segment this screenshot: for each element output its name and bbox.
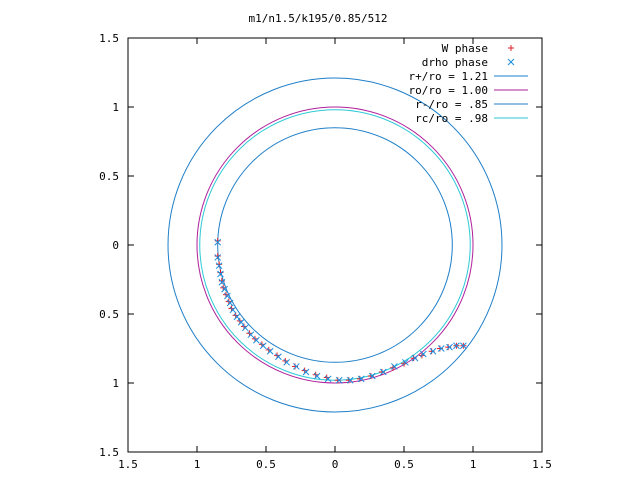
- y-tick-label: 0.5: [99, 308, 119, 321]
- drho-phase-point: [446, 343, 453, 351]
- drho-phase-point: [247, 331, 255, 339]
- y-tick-label: 0: [112, 239, 119, 252]
- w-phase-point: [436, 345, 443, 352]
- drho-phase-point: [217, 270, 224, 278]
- w-phase-point: [291, 363, 298, 370]
- circle-r: [217, 127, 453, 363]
- drho-phase-point: [283, 358, 291, 366]
- w-phase-point: [428, 348, 435, 355]
- drho-phase-point: [214, 254, 222, 261]
- w-phase-point: [217, 269, 224, 276]
- x-tick-label: 1.5: [118, 458, 138, 471]
- legend-label: W phase: [442, 42, 488, 55]
- legend-label: r-/ro = .85: [415, 98, 488, 111]
- w-phase-point: [367, 373, 374, 380]
- circle-ro: [196, 106, 474, 384]
- w-phase-point: [214, 253, 221, 260]
- drho-phase-point: [266, 347, 274, 355]
- legend-label: drho phase: [422, 56, 488, 69]
- drho-phase-point: [335, 376, 343, 384]
- drho-phase-point: [379, 368, 387, 376]
- drho-phase-point: [214, 238, 222, 246]
- drho-phase-point: [324, 375, 332, 383]
- drho-phase-point: [275, 353, 282, 361]
- legend-marker: [507, 58, 515, 66]
- x-tick-label: 1: [194, 458, 201, 471]
- drho-phase-point: [229, 306, 237, 314]
- drho-phase-point: [221, 285, 228, 293]
- drho-phase-point: [390, 363, 398, 370]
- drho-phase-point: [302, 368, 310, 376]
- y-tick-label: 1.5: [99, 32, 119, 45]
- drho-phase-point: [459, 342, 467, 350]
- drho-phase-point: [259, 342, 267, 350]
- drho-phase-point: [429, 347, 437, 355]
- drho-phase-point: [437, 345, 445, 352]
- drho-phase-point: [241, 324, 249, 332]
- w-phase-point: [214, 237, 221, 244]
- y-tick-label: 1.5: [99, 446, 119, 459]
- legend-marker: [508, 45, 514, 51]
- drho-phase-point: [346, 376, 354, 384]
- drho-phase-point: [224, 292, 231, 300]
- drho-phase-point: [402, 358, 409, 366]
- legend-label: rc/ro = .98: [415, 112, 488, 125]
- x-tick-label: 1: [470, 458, 477, 471]
- drho-phase-point: [215, 262, 223, 270]
- drho-phase-point: [368, 372, 376, 380]
- circle-r: [167, 77, 503, 413]
- y-tick-label: 1: [112, 101, 119, 114]
- circle-rc: [199, 109, 471, 381]
- legend-label: r+/ro = 1.21: [409, 70, 488, 83]
- drho-phase-point: [252, 336, 260, 344]
- drho-phase-point: [233, 313, 241, 321]
- chart-title: m1/n1.5/k195/0.85/512: [248, 12, 387, 25]
- drho-phase-point: [226, 299, 234, 307]
- w-phase-point: [445, 344, 452, 351]
- drho-phase-point: [237, 318, 245, 326]
- drho-phase-point: [419, 350, 427, 358]
- x-tick-label: 0.5: [256, 458, 276, 471]
- drho-phase-point: [453, 342, 460, 350]
- circle-layer: [167, 77, 503, 413]
- w-phase-point: [334, 377, 341, 384]
- legend-label: ro/ro = 1.00: [409, 84, 488, 97]
- drho-phase-point: [411, 354, 419, 362]
- ticks-layer: 1.5 1 0.5 0 0.5 1 1.51.510.500.511.5: [99, 32, 552, 471]
- x-tick-label: 0.5: [394, 458, 414, 471]
- drho-phase-point: [357, 375, 365, 383]
- x-tick-label: 0: [332, 458, 339, 471]
- w-phase-point: [216, 261, 223, 268]
- y-tick-label: 0.5: [99, 170, 119, 183]
- y-tick-label: 1: [112, 377, 119, 390]
- drho-phase-point: [313, 372, 321, 380]
- points-layer: [214, 237, 467, 384]
- drho-phase-point: [293, 363, 300, 370]
- x-tick-label: 1.5: [532, 458, 552, 471]
- drho-phase-point: [218, 278, 226, 286]
